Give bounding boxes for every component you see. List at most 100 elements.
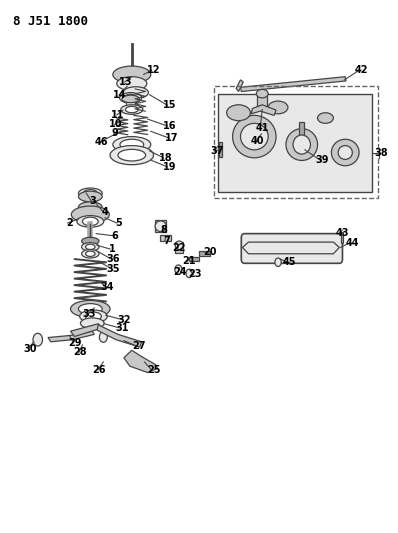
Bar <box>175 241 183 253</box>
Text: 32: 32 <box>117 314 131 325</box>
Text: 43: 43 <box>336 228 349 238</box>
Text: 12: 12 <box>147 66 160 75</box>
Text: 18: 18 <box>158 153 172 163</box>
Ellipse shape <box>70 301 110 317</box>
Ellipse shape <box>268 101 288 114</box>
Text: 7: 7 <box>163 236 170 246</box>
Bar <box>219 142 222 157</box>
Polygon shape <box>236 80 243 92</box>
Ellipse shape <box>256 90 268 98</box>
Text: 8 J51 1800: 8 J51 1800 <box>13 14 88 28</box>
Text: 17: 17 <box>165 133 178 143</box>
Ellipse shape <box>78 191 102 202</box>
Bar <box>246 239 338 256</box>
Polygon shape <box>240 77 346 92</box>
Ellipse shape <box>124 94 137 102</box>
Text: 26: 26 <box>93 365 106 375</box>
Text: 44: 44 <box>345 238 359 248</box>
Text: 27: 27 <box>132 341 146 351</box>
Text: 22: 22 <box>172 244 186 254</box>
Text: 46: 46 <box>95 137 108 147</box>
Text: 25: 25 <box>147 365 160 375</box>
Circle shape <box>100 332 107 342</box>
Ellipse shape <box>332 139 359 166</box>
Ellipse shape <box>71 206 109 223</box>
Bar <box>130 66 133 70</box>
Text: 41: 41 <box>256 123 269 133</box>
Ellipse shape <box>86 244 95 249</box>
Text: 37: 37 <box>210 146 224 156</box>
Ellipse shape <box>119 93 142 103</box>
Ellipse shape <box>125 107 138 113</box>
Text: 29: 29 <box>68 338 81 348</box>
Ellipse shape <box>293 135 310 154</box>
Text: 9: 9 <box>112 128 119 139</box>
Ellipse shape <box>86 251 95 256</box>
Text: 40: 40 <box>251 136 264 146</box>
Text: 8: 8 <box>161 225 168 236</box>
Text: 31: 31 <box>115 323 129 333</box>
Ellipse shape <box>78 188 102 199</box>
Ellipse shape <box>286 128 318 160</box>
Ellipse shape <box>118 149 146 161</box>
Ellipse shape <box>82 243 99 251</box>
Bar <box>160 235 171 240</box>
Bar <box>189 257 199 261</box>
Bar <box>84 197 96 207</box>
FancyBboxPatch shape <box>241 233 342 263</box>
Text: 4: 4 <box>102 207 109 217</box>
Ellipse shape <box>117 77 147 91</box>
Bar <box>214 86 378 198</box>
Text: 6: 6 <box>112 231 119 241</box>
Ellipse shape <box>227 105 250 120</box>
Text: 35: 35 <box>106 264 119 273</box>
Polygon shape <box>70 324 102 336</box>
Text: 19: 19 <box>163 162 176 172</box>
Text: 13: 13 <box>119 77 133 87</box>
Bar <box>341 231 343 243</box>
Polygon shape <box>97 325 142 347</box>
Ellipse shape <box>82 217 98 225</box>
Polygon shape <box>251 105 276 115</box>
Ellipse shape <box>80 310 107 322</box>
Text: 34: 34 <box>101 281 114 292</box>
Polygon shape <box>242 242 339 254</box>
Bar <box>199 251 211 256</box>
Circle shape <box>33 333 43 346</box>
Ellipse shape <box>122 95 139 103</box>
Text: 16: 16 <box>163 121 176 131</box>
Bar <box>299 122 304 148</box>
Text: 24: 24 <box>173 267 187 277</box>
Text: 45: 45 <box>282 257 296 267</box>
Ellipse shape <box>113 66 151 83</box>
Bar <box>257 94 267 110</box>
Bar <box>218 94 372 192</box>
Text: 14: 14 <box>113 90 127 100</box>
Text: 28: 28 <box>74 348 87 358</box>
Text: 21: 21 <box>182 256 196 266</box>
Ellipse shape <box>86 312 101 320</box>
Ellipse shape <box>78 304 102 314</box>
Circle shape <box>275 258 281 266</box>
Ellipse shape <box>318 113 334 123</box>
Text: 38: 38 <box>374 148 388 158</box>
Text: 42: 42 <box>354 66 368 75</box>
Text: 5: 5 <box>115 218 122 228</box>
Circle shape <box>175 265 182 274</box>
Ellipse shape <box>78 202 102 213</box>
Ellipse shape <box>155 221 166 231</box>
Text: 11: 11 <box>111 110 125 120</box>
Ellipse shape <box>110 146 154 165</box>
Polygon shape <box>48 331 94 342</box>
Bar <box>126 99 135 108</box>
Bar <box>155 220 166 232</box>
Text: 33: 33 <box>82 309 96 319</box>
Text: 23: 23 <box>188 270 202 279</box>
Ellipse shape <box>123 87 148 99</box>
Ellipse shape <box>338 146 352 159</box>
Text: 2: 2 <box>66 218 73 228</box>
Polygon shape <box>124 350 158 373</box>
Ellipse shape <box>240 123 268 150</box>
Ellipse shape <box>77 216 104 227</box>
Ellipse shape <box>82 249 99 258</box>
